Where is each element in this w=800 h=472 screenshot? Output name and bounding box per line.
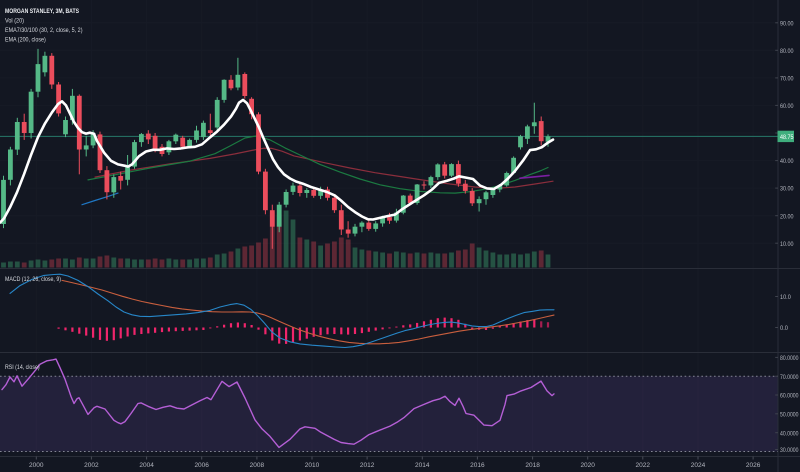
svg-text:80.00: 80.00 [780,48,794,55]
svg-text:MACD (12, 26, close, 9): MACD (12, 26, close, 9) [5,276,61,283]
svg-text:2026: 2026 [746,462,761,469]
svg-text:2010: 2010 [305,462,320,469]
svg-text:60.0000: 60.0000 [780,393,799,400]
svg-text:60.00: 60.00 [780,103,794,110]
svg-text:30.0000: 30.0000 [780,447,799,454]
svg-text:2008: 2008 [250,462,265,469]
svg-text:20.00: 20.00 [780,213,794,220]
svg-text:48.75: 48.75 [780,134,794,141]
svg-text:40.00: 40.00 [780,158,794,165]
svg-text:EMA7/30/100 (30, 2, close, 5,: EMA7/30/100 (30, 2, close, 5, 2) [5,27,83,34]
svg-text:EMA (200, close): EMA (200, close) [5,37,46,44]
svg-text:90.00: 90.00 [780,20,794,27]
svg-text:2006: 2006 [194,462,209,469]
svg-text:70.0000: 70.0000 [780,374,799,381]
svg-text:70.00: 70.00 [780,76,794,83]
svg-text:2014: 2014 [415,462,430,469]
svg-text:2024: 2024 [691,462,706,469]
svg-text:10.0: 10.0 [780,294,791,301]
svg-text:10.00: 10.00 [780,241,794,248]
svg-text:2004: 2004 [139,462,154,469]
svg-text:40.0000: 40.0000 [780,430,799,437]
svg-text:0.0: 0.0 [780,325,788,332]
svg-text:RSI (14, close): RSI (14, close) [5,364,40,371]
svg-text:80.0000: 80.0000 [780,355,799,362]
svg-text:2016: 2016 [470,462,485,469]
svg-text:2000: 2000 [29,462,44,469]
svg-text:2020: 2020 [580,462,595,469]
svg-text:MORGAN STANLEY, 3M, BATS: MORGAN STANLEY, 3M, BATS [5,8,79,15]
svg-text:50.0000: 50.0000 [780,411,799,418]
svg-text:2012: 2012 [360,462,375,469]
svg-text:Vol (20): Vol (20) [5,18,24,25]
svg-text:30.00: 30.00 [780,186,794,193]
svg-text:2018: 2018 [525,462,540,469]
svg-text:2022: 2022 [636,462,651,469]
svg-text:2002: 2002 [84,462,99,469]
